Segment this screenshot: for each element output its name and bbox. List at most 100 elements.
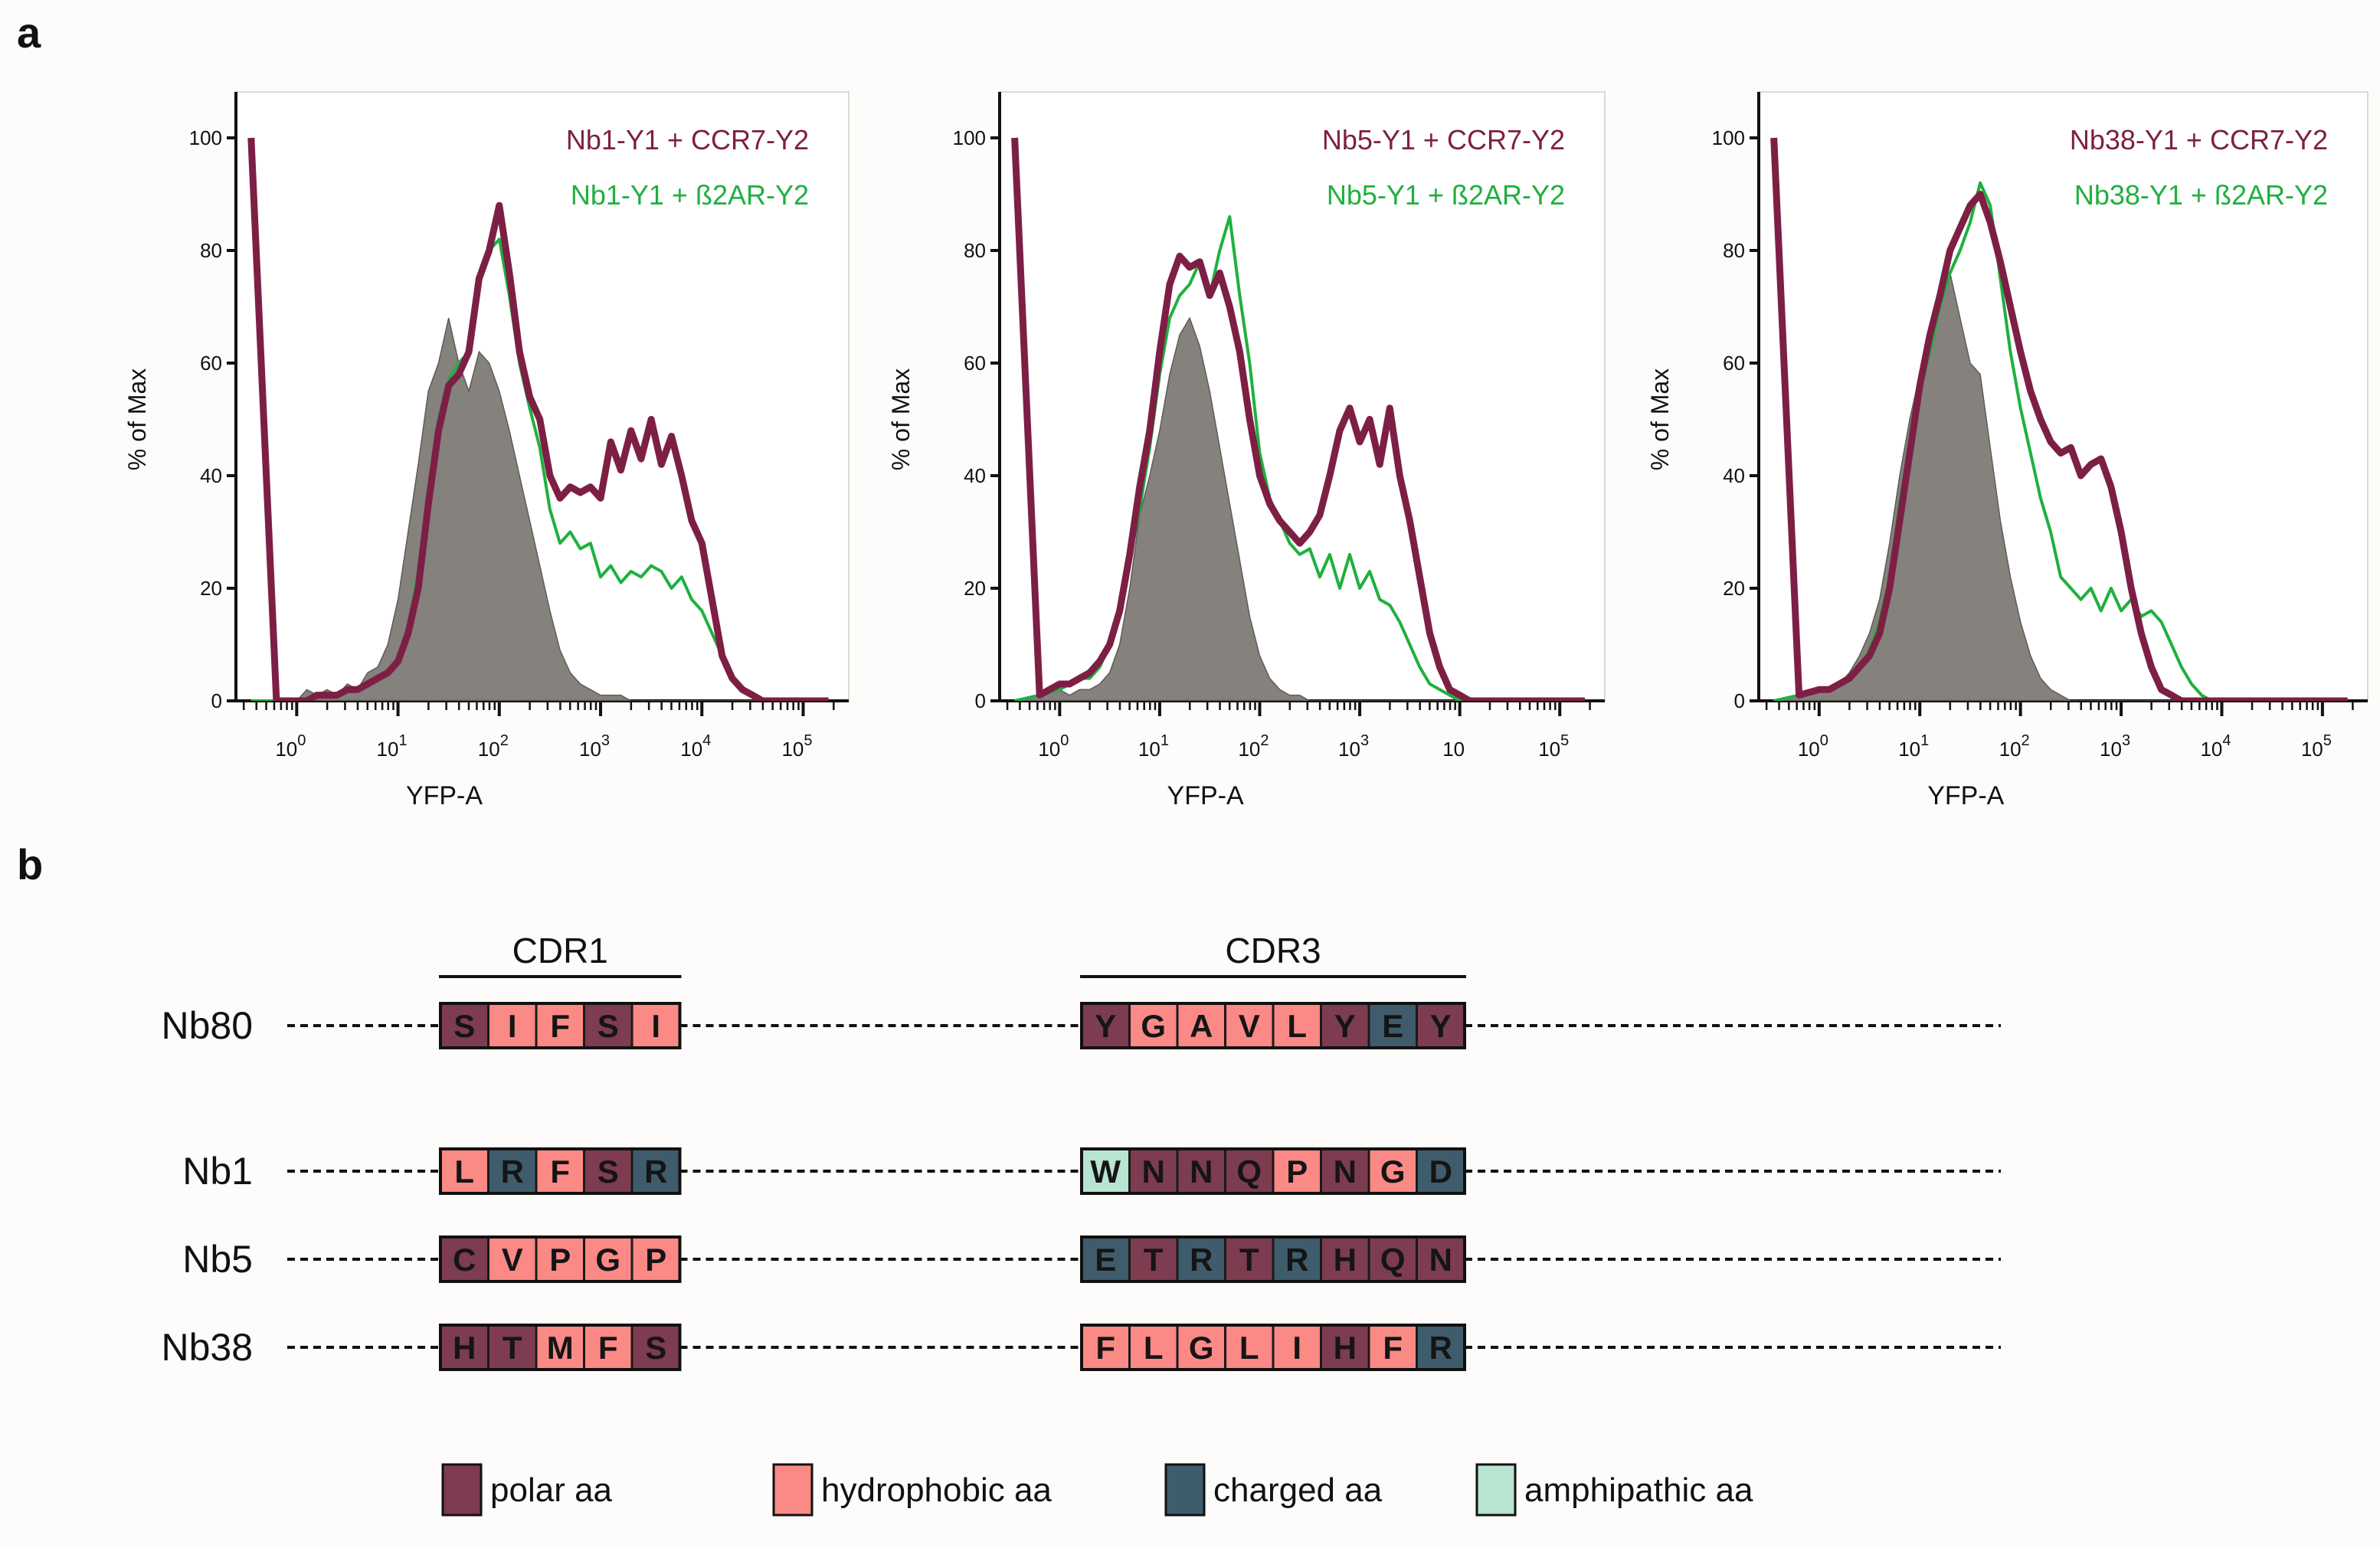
x-tick-label: 101 — [1138, 732, 1169, 761]
residue-letter: F — [1095, 1330, 1115, 1366]
residue-cell-charged — [487, 1147, 538, 1195]
x-tick-exponent: 0 — [1820, 732, 1828, 749]
residue-letter: L — [1144, 1330, 1164, 1366]
y-tick-label: 40 — [964, 464, 986, 487]
y-tick-label: 20 — [964, 577, 986, 600]
x-tick-label: 102 — [1999, 732, 2030, 761]
x-tick-base: 10 — [1038, 738, 1060, 761]
residue-letter: H — [453, 1330, 476, 1366]
residue-letter: V — [1239, 1008, 1260, 1044]
residue-letter: S — [453, 1008, 475, 1044]
x-tick-label: 101 — [377, 732, 408, 761]
x-tick-label: 102 — [478, 732, 509, 761]
group-label-cdr1: CDR1 — [512, 931, 608, 970]
x-tick-exponent: 5 — [2323, 732, 2332, 749]
panel-label-a: a — [17, 8, 41, 57]
x-tick-label: 102 — [1238, 732, 1269, 761]
residue-block-border — [1080, 1002, 1466, 1049]
residue-letter: D — [1429, 1154, 1452, 1190]
y-axis-label: % of Max — [123, 368, 151, 470]
legend-swatch-amphipathic — [1475, 1463, 1517, 1517]
y-tick-label: 40 — [200, 464, 222, 487]
row-label: Nb1 — [182, 1150, 253, 1193]
x-tick-exponent: 5 — [804, 732, 812, 749]
residue-cell-polar — [439, 1235, 489, 1283]
series-control-area — [1014, 316, 1585, 701]
row-label: Nb5 — [182, 1238, 253, 1281]
residue-letter: G — [1141, 1008, 1166, 1044]
x-tick-label: 100 — [1038, 732, 1069, 761]
row-label: Nb80 — [161, 1004, 253, 1047]
y-axis-label: % of Max — [887, 368, 915, 470]
x-tick-exponent: 4 — [702, 732, 711, 749]
residue-letter: F — [550, 1008, 570, 1044]
x-tick-label: 104 — [680, 732, 711, 761]
series-control-area — [250, 318, 829, 701]
x-tick-exponent: 3 — [601, 732, 610, 749]
legend-swatch-hydrophobic — [772, 1463, 814, 1517]
x-tick-label: 100 — [1798, 732, 1828, 761]
x-tick-base: 10 — [1798, 738, 1820, 761]
residue-block-border — [439, 1235, 682, 1283]
residue-cell-hydrophobic — [583, 1235, 633, 1283]
y-tick-label: 80 — [1723, 239, 1745, 262]
x-tick-label: 101 — [1898, 732, 1929, 761]
residue-letter: G — [1189, 1330, 1214, 1366]
residue-letter: S — [597, 1154, 619, 1190]
x-tick-exponent: 2 — [2022, 732, 2030, 749]
legend-ccr7: Nb5-Y1 + CCR7-Y2 — [1322, 124, 1565, 155]
x-tick-label: 103 — [579, 732, 610, 761]
x-tick-exponent: 3 — [1360, 732, 1369, 749]
residue-letter: G — [595, 1242, 620, 1278]
x-tick-base: 10 — [377, 738, 399, 761]
y-tick-label: 80 — [964, 239, 986, 262]
residue-block-border — [1080, 1324, 1466, 1371]
x-tick-label: 100 — [275, 732, 306, 761]
legend-swatch-polar — [441, 1463, 483, 1517]
panel-label-b: b — [17, 840, 43, 889]
residue-letter: S — [645, 1330, 666, 1366]
y-tick-label: 0 — [975, 689, 986, 712]
residue-letter: N — [1142, 1154, 1165, 1190]
legend-label-charged: charged aa — [1213, 1471, 1383, 1509]
residue-cell-polar — [1320, 1002, 1370, 1049]
residue-letter: I — [1292, 1330, 1301, 1366]
y-axis-label: % of Max — [1646, 368, 1674, 470]
x-tick-base: 10 — [2100, 738, 2122, 761]
y-tick-label: 100 — [1712, 126, 1745, 149]
residue-letter: E — [1095, 1242, 1116, 1278]
residue-cell-hydrophobic — [1176, 1324, 1226, 1371]
x-tick-label: 105 — [2301, 732, 2332, 761]
residue-cell-polar — [1080, 1002, 1131, 1049]
x-tick-label: 10 — [1442, 738, 1465, 761]
x-tick-label: 105 — [1538, 732, 1569, 761]
series-ccr7-line — [1770, 137, 2348, 701]
residue-letter: V — [502, 1242, 523, 1278]
residue-letter: G — [1380, 1154, 1406, 1190]
residue-letter: R — [1429, 1330, 1452, 1366]
residue-letter: F — [598, 1330, 618, 1366]
legend-swatch-charged — [1164, 1463, 1206, 1517]
x-tick-base: 10 — [478, 738, 500, 761]
series-ccr7-line — [1011, 137, 1585, 701]
residue-block-border — [439, 1324, 682, 1371]
x-axis-label: YFP-A — [1167, 781, 1244, 810]
residue-letter: R — [501, 1154, 524, 1190]
plot-frame — [999, 91, 1606, 702]
legend-b2ar: Nb38-Y1 + ß2AR-Y2 — [2074, 179, 2328, 211]
residue-letter: H — [1334, 1242, 1357, 1278]
x-tick-base: 10 — [2200, 738, 2222, 761]
x-tick-exponent: 5 — [1560, 732, 1569, 749]
x-tick-exponent: 4 — [2222, 732, 2231, 749]
legend-ccr7: Nb1-Y1 + CCR7-Y2 — [566, 124, 809, 155]
group-label-cdr3: CDR3 — [1225, 931, 1321, 970]
residue-block-border — [439, 1002, 682, 1049]
residue-letter: R — [644, 1154, 667, 1190]
y-tick-label: 100 — [953, 126, 986, 149]
x-tick-exponent: 2 — [500, 732, 509, 749]
